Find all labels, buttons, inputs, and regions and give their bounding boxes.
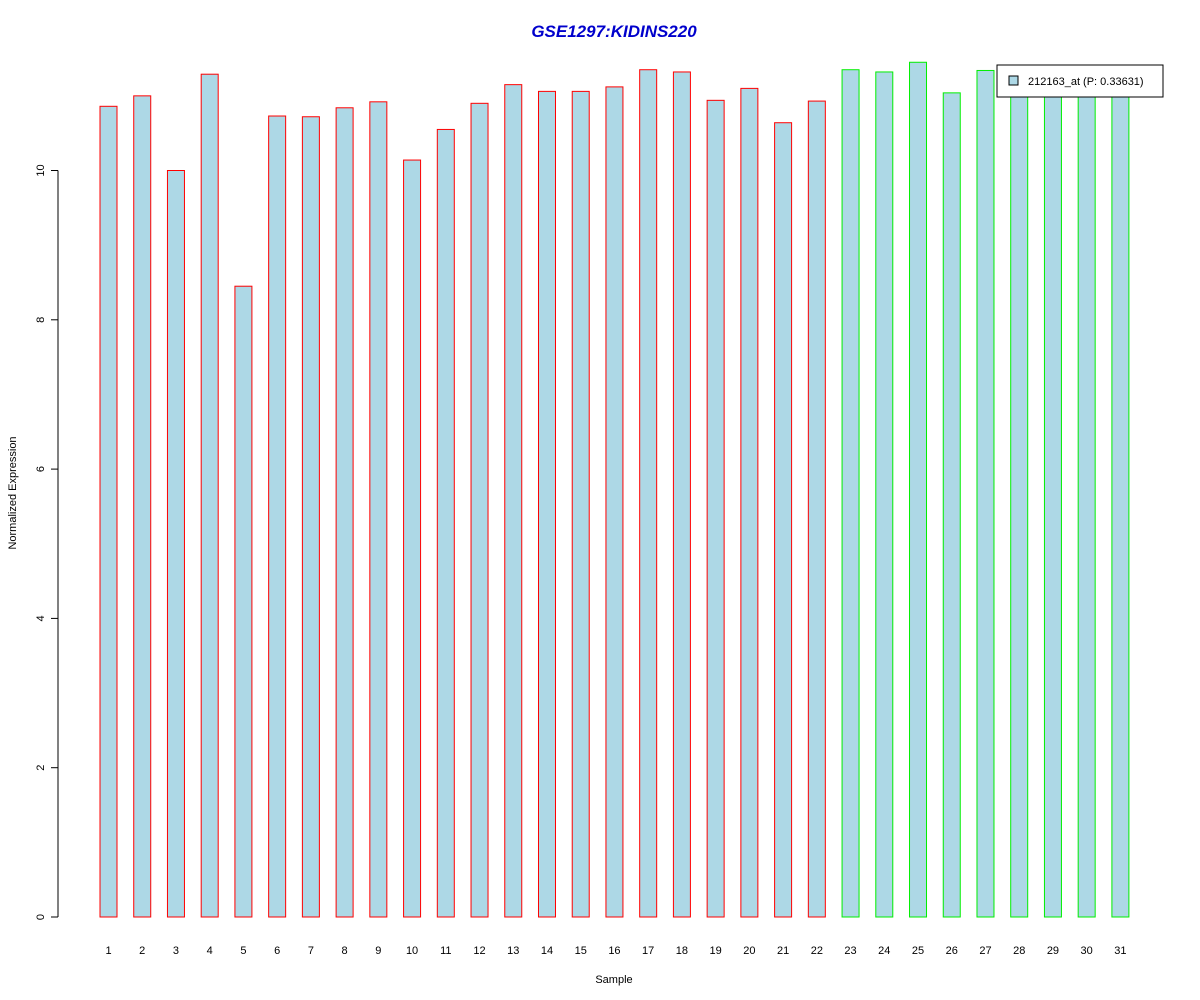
x-tick-label: 29 xyxy=(1047,945,1059,957)
x-tick-label: 26 xyxy=(946,945,958,957)
bar-sample-26 xyxy=(942,92,961,918)
bar-sample-3 xyxy=(166,170,185,918)
x-axis-label: Sample xyxy=(595,974,632,986)
x-tick-label: 22 xyxy=(811,945,823,957)
bar-sample-29 xyxy=(1043,95,1062,918)
bar-sample-22 xyxy=(807,100,826,918)
x-tick-label: 24 xyxy=(878,945,890,957)
legend-box xyxy=(996,64,1164,98)
bar-sample-30 xyxy=(1077,91,1096,918)
x-tick-label: 10 xyxy=(406,945,418,957)
bar-sample-27 xyxy=(976,69,995,918)
x-tick-label: 28 xyxy=(1013,945,1025,957)
bar-sample-21 xyxy=(774,122,793,918)
bar-sample-28 xyxy=(1010,87,1029,918)
x-tick-label: 9 xyxy=(375,945,381,957)
x-tick-label: 20 xyxy=(743,945,755,957)
chart-title: GSE1297:KIDINS220 xyxy=(531,22,697,41)
x-tick-labels: 1 2 3 4 5 6 7 8 9 10 11 12 13 14 15 16 17 18 19 20 21 22 23 24 2… xyxy=(105,945,1126,957)
y-tick-label: 0 xyxy=(35,914,47,920)
x-tick-label: 6 xyxy=(274,945,280,957)
bar-sample-7 xyxy=(301,116,320,918)
bar-sample-5 xyxy=(234,285,253,918)
x-tick-label: 14 xyxy=(541,945,553,957)
y-tick-label: 2 xyxy=(35,765,47,771)
x-tick-label: 21 xyxy=(777,945,789,957)
y-tick-label: 8 xyxy=(35,317,47,323)
x-tick-label: 16 xyxy=(608,945,620,957)
x-tick-label: 5 xyxy=(240,945,246,957)
bar-sample-19 xyxy=(706,99,725,918)
bar-sample-25 xyxy=(909,61,928,918)
x-tick-label: 13 xyxy=(507,945,519,957)
x-tick-label: 8 xyxy=(342,945,348,957)
y-tick-label: 4 xyxy=(35,615,47,621)
bar-sample-15 xyxy=(571,90,590,918)
legend: 212163_at (P: 0.33631) xyxy=(996,64,1164,98)
x-tick-label: 11 xyxy=(440,945,451,957)
y-axis: 0 2 4 6 8 10 xyxy=(35,164,59,920)
y-tick-label: 10 xyxy=(35,164,47,176)
x-tick-label: 27 xyxy=(979,945,991,957)
bar-sample-24 xyxy=(875,71,894,918)
x-tick-label: 19 xyxy=(710,945,722,957)
bars-group xyxy=(99,61,1130,918)
x-tick-label: 17 xyxy=(642,945,654,957)
x-tick-label: 1 xyxy=(105,945,111,957)
bar-sample-10 xyxy=(403,159,422,918)
bar-sample-2 xyxy=(133,95,152,918)
bar-sample-16 xyxy=(605,86,624,918)
bar-sample-8 xyxy=(335,107,354,918)
x-tick-label: 30 xyxy=(1081,945,1093,957)
bar-sample-6 xyxy=(268,115,287,918)
bar-sample-13 xyxy=(504,84,523,918)
bar-sample-18 xyxy=(672,71,691,918)
x-tick-label: 18 xyxy=(676,945,688,957)
x-tick-label: 7 xyxy=(308,945,314,957)
bar-sample-23 xyxy=(841,69,860,918)
bar-sample-11 xyxy=(436,128,455,918)
bar-sample-14 xyxy=(537,90,556,918)
legend-label: 212163_at (P: 0.33631) xyxy=(1028,76,1144,88)
bar-sample-4 xyxy=(200,73,219,918)
bar-sample-20 xyxy=(740,87,759,918)
y-axis-label: Normalized Expression xyxy=(7,436,19,549)
y-tick-label: 6 xyxy=(35,466,47,472)
x-tick-label: 12 xyxy=(473,945,485,957)
bar-sample-12 xyxy=(470,102,489,918)
x-tick-label: 3 xyxy=(173,945,179,957)
legend-swatch xyxy=(1008,75,1019,86)
x-tick-label: 31 xyxy=(1114,945,1126,957)
x-tick-label: 2 xyxy=(139,945,145,957)
bar-sample-9 xyxy=(369,101,388,918)
bar-sample-31 xyxy=(1111,84,1130,918)
x-tick-label: 15 xyxy=(575,945,587,957)
x-tick-label: 23 xyxy=(844,945,856,957)
bar-sample-1 xyxy=(99,105,118,918)
x-tick-label: 25 xyxy=(912,945,924,957)
bar-sample-17 xyxy=(639,69,658,918)
x-tick-label: 4 xyxy=(207,945,213,957)
